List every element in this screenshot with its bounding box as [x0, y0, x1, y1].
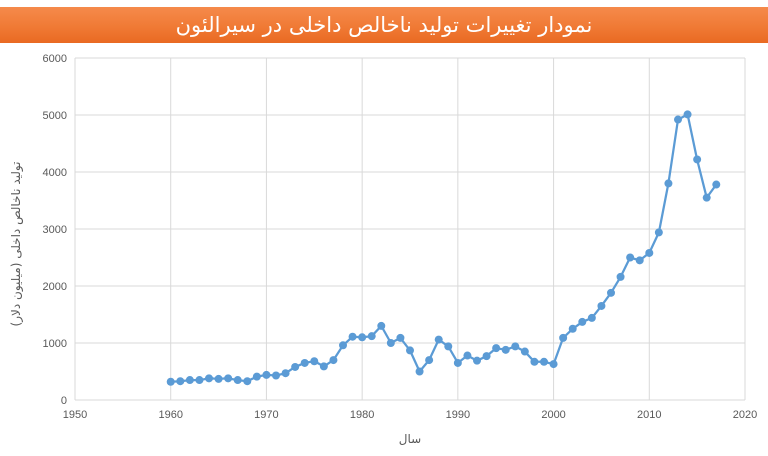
data-point: [406, 346, 414, 355]
data-point: [616, 272, 625, 281]
data-point: [520, 347, 529, 356]
data-point: [262, 370, 271, 379]
data-point: [367, 332, 376, 341]
x-tick-label: 1980: [350, 409, 374, 421]
data-point: [252, 372, 261, 381]
data-point: [683, 110, 692, 119]
data-point: [195, 376, 204, 385]
x-axis-label: سال: [399, 432, 421, 446]
data-point: [463, 351, 472, 360]
data-point: [176, 377, 185, 386]
chart-grid: [74, 57, 746, 401]
x-tick-label: 2020: [733, 409, 757, 421]
data-point: [492, 344, 501, 353]
data-point: [291, 362, 300, 371]
y-tick-label: 4000: [43, 167, 67, 179]
data-point: [674, 115, 682, 124]
data-point: [243, 377, 252, 386]
x-tick-label: 2010: [637, 409, 661, 421]
data-point: [453, 358, 462, 367]
data-point: [645, 248, 654, 257]
data-point: [415, 367, 424, 376]
data-point: [530, 357, 539, 366]
y-axis-ticks: 0 1000 2000 3000 4000 5000 6000: [43, 53, 67, 407]
data-point: [224, 374, 233, 383]
data-point: [568, 324, 577, 333]
data-point: [434, 335, 443, 344]
y-tick-label: 6000: [43, 53, 67, 65]
data-point: [501, 345, 510, 354]
y-tick-label: 5000: [43, 110, 67, 122]
data-point: [310, 357, 319, 366]
data-point: [635, 256, 644, 265]
data-point: [185, 376, 194, 385]
title-bar: نمودار تغییرات تولید ناخالص داخلی در سیر…: [0, 7, 768, 43]
data-point: [233, 376, 242, 385]
data-point: [396, 333, 405, 342]
x-axis-ticks: 1950 1960 1970 1980 1990 2000 2010 2020: [63, 409, 757, 421]
data-point: [702, 193, 711, 202]
data-point: [587, 313, 596, 322]
data-point: [444, 342, 453, 351]
series-line: [170, 113, 718, 383]
x-tick-label: 1960: [158, 409, 182, 421]
y-tick-label: 2000: [43, 281, 67, 293]
x-tick-label: 1970: [254, 409, 278, 421]
y-tick-label: 1000: [43, 338, 67, 350]
data-point: [339, 341, 347, 350]
data-point: [607, 288, 615, 297]
x-tick-label: 1950: [63, 409, 87, 421]
data-point: [712, 180, 721, 189]
y-tick-label: 3000: [43, 224, 67, 236]
page-title: نمودار تغییرات تولید ناخالص داخلی در سیر…: [175, 13, 593, 37]
data-point: [272, 371, 280, 380]
data-point: [578, 317, 587, 326]
data-point: [540, 357, 548, 366]
x-tick-label: 2000: [541, 409, 565, 421]
data-point: [654, 228, 663, 237]
data-point: [693, 155, 702, 164]
data-point: [386, 339, 395, 347]
data-point: [664, 179, 673, 188]
data-point: [319, 362, 328, 371]
y-axis-label: تولید ناخالص داخلی (میلیون دلار): [9, 162, 24, 327]
data-point: [205, 374, 213, 383]
data-point: [473, 356, 481, 365]
data-point: [377, 321, 386, 330]
chart-series: [166, 110, 721, 386]
data-point: [549, 360, 558, 369]
data-point: [281, 369, 290, 378]
data-point: [559, 333, 568, 342]
data-point: [597, 301, 606, 310]
data-point: [214, 374, 223, 383]
data-point: [425, 356, 434, 365]
data-point: [300, 358, 309, 367]
data-point: [626, 253, 635, 262]
data-point: [482, 352, 491, 361]
data-point: [358, 333, 367, 342]
data-point: [329, 356, 338, 365]
data-point: [511, 342, 520, 351]
y-tick-label: 0: [61, 395, 67, 407]
data-point: [166, 377, 175, 386]
data-point: [348, 332, 357, 341]
x-tick-label: 1990: [446, 409, 470, 421]
